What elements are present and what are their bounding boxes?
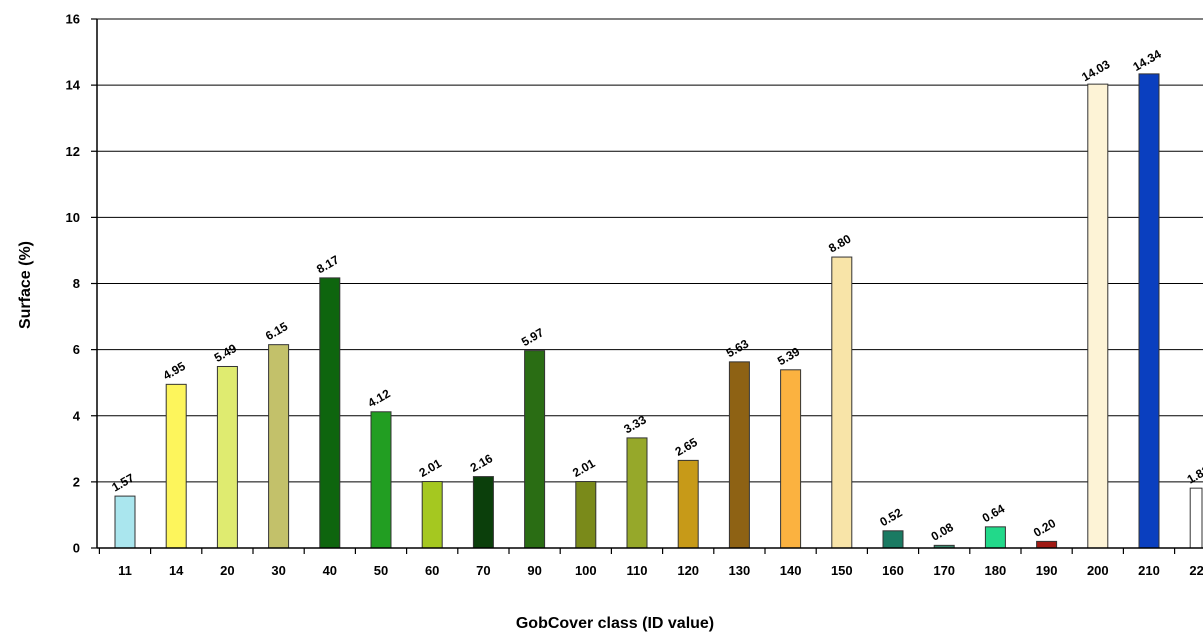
x-tick-label: 14 xyxy=(169,563,184,578)
data-label: 8.17 xyxy=(314,252,342,276)
bar-210 xyxy=(1138,73,1160,549)
y-tick-label: 8 xyxy=(73,276,80,291)
data-label: 2.65 xyxy=(673,435,701,459)
data-label: 14.03 xyxy=(1079,57,1112,84)
data-label: 0.64 xyxy=(980,501,1008,525)
data-label: 0.52 xyxy=(877,505,905,529)
x-tick-label: 50 xyxy=(374,563,388,578)
data-label: 2.01 xyxy=(417,456,445,480)
bar-90 xyxy=(524,350,546,549)
y-tick-label: 10 xyxy=(66,210,80,225)
y-tick-label: 12 xyxy=(66,144,80,159)
data-label: 5.97 xyxy=(519,325,547,349)
bar-160 xyxy=(882,530,904,549)
x-tick-label: 140 xyxy=(780,563,802,578)
data-label: 0.20 xyxy=(1031,516,1059,540)
bar-110 xyxy=(626,437,648,549)
x-tick-label: 60 xyxy=(425,563,439,578)
x-tick-labels: 11 14 20 30 40 50 60 70 90 100 110 120 130 140 150 160 1… xyxy=(118,563,1203,578)
bar-14 xyxy=(165,383,187,549)
data-label: 0.08 xyxy=(929,520,957,544)
data-label: 5.49 xyxy=(212,341,240,365)
y-tick-label: 16 xyxy=(66,12,80,27)
bar-220 xyxy=(1189,487,1203,549)
bar-30 xyxy=(268,344,290,549)
bar-11 xyxy=(114,495,136,549)
x-tick-label: 200 xyxy=(1087,563,1109,578)
bar-20 xyxy=(216,365,238,549)
x-tick-label: 110 xyxy=(627,563,648,578)
data-label: 1.57 xyxy=(109,471,137,495)
x-tick-label: 11 xyxy=(118,563,132,578)
bar-200 xyxy=(1087,83,1109,549)
x-tick-label: 30 xyxy=(271,563,285,578)
y-tick-label: 0 xyxy=(73,541,80,556)
axes xyxy=(96,19,1203,549)
x-tick-label: 190 xyxy=(1036,563,1058,578)
bar-60 xyxy=(421,481,443,549)
x-tick-label: 180 xyxy=(985,563,1007,578)
data-label: 1.81 xyxy=(1185,463,1203,487)
x-tick-label: 70 xyxy=(476,563,490,578)
data-label: 8.80 xyxy=(826,232,854,256)
data-label: 2.01 xyxy=(570,456,598,480)
data-label: 6.15 xyxy=(263,319,291,343)
x-tick-label: 150 xyxy=(831,563,853,578)
data-label: 4.12 xyxy=(365,386,393,410)
y-axis-title: Surface (%) xyxy=(17,241,34,329)
data-label: 2.16 xyxy=(468,451,496,475)
data-label: 5.39 xyxy=(775,344,803,368)
bar-40 xyxy=(319,277,341,549)
data-label: 4.95 xyxy=(161,359,189,383)
x-tick-label: 170 xyxy=(933,563,955,578)
x-tick-label: 90 xyxy=(527,563,541,578)
x-tick-label: 160 xyxy=(882,563,904,578)
y-tick-label: 6 xyxy=(73,342,80,357)
bar-100 xyxy=(575,481,597,549)
x-tick-label: 130 xyxy=(729,563,751,578)
y-tick-label: 14 xyxy=(66,78,81,93)
x-tick-label: 220 xyxy=(1189,563,1203,578)
bar-50 xyxy=(370,411,392,549)
y-tick-label: 2 xyxy=(73,474,80,489)
bar-140 xyxy=(780,369,802,549)
bar-130 xyxy=(728,361,750,549)
y-tick-labels: 0 2 4 6 8 10 12 14 16 xyxy=(66,12,81,556)
x-tick-label: 210 xyxy=(1138,563,1160,578)
data-label: 5.63 xyxy=(724,336,752,360)
x-axis-title: GobCover class (ID value) xyxy=(516,615,714,632)
x-tick-label: 20 xyxy=(220,563,234,578)
bar-150 xyxy=(831,256,853,549)
x-tick-label: 40 xyxy=(323,563,337,578)
bar-70 xyxy=(472,476,494,549)
y-tick-label: 4 xyxy=(73,408,81,423)
bar-190 xyxy=(1036,540,1058,549)
x-tick-label: 100 xyxy=(575,563,597,578)
x-tick-label: 120 xyxy=(677,563,699,578)
bar-120 xyxy=(677,459,699,549)
data-label: 14.34 xyxy=(1130,47,1163,74)
bar-180 xyxy=(984,526,1006,549)
bars xyxy=(114,73,1203,549)
